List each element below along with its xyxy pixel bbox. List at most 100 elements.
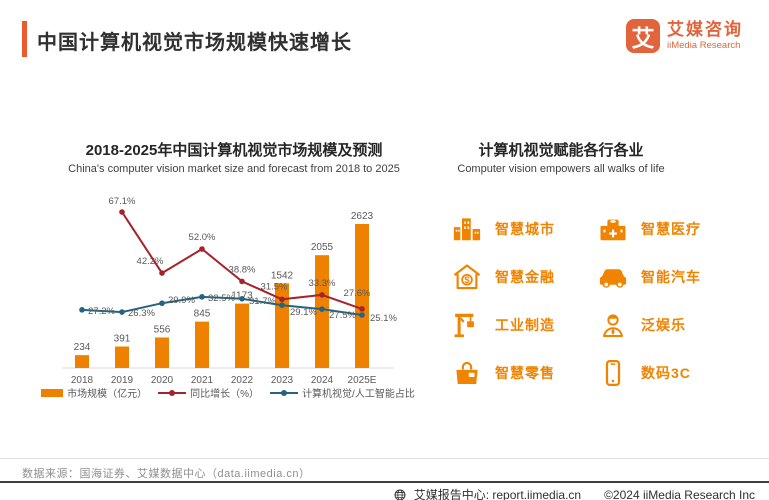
industry-label: 智慧金融 <box>495 269 555 285</box>
chart-subtitle: China's computer vision market size and … <box>68 163 400 175</box>
legend-item: 计算机视觉/人工智能占比 <box>270 385 415 400</box>
bar-value-label: 2623 <box>351 211 374 222</box>
legend-item: 市场规模（亿元） <box>41 385 147 400</box>
industry-label: 数码3C <box>641 365 691 381</box>
line-value-label: 38.8% <box>229 264 256 275</box>
industry-item: 数码3C <box>598 358 744 388</box>
data-point <box>239 278 245 285</box>
data-point <box>159 270 165 276</box>
industrial-manufacturing-icon <box>454 313 474 338</box>
data-point <box>319 292 325 298</box>
bar <box>155 337 169 368</box>
smart-car-icon <box>599 269 627 288</box>
footer-bar: 艾媒报告中心: report.iimedia.cn ©2024 iiMedia … <box>393 486 755 500</box>
page-title: 中国计算机视觉市场规模快速增长 <box>37 32 352 54</box>
chart-legend: 市场规模（亿元） 同比增长（%） 计算机视觉/人工智能占比 <box>41 385 415 400</box>
legend-item: 同比增长（%） <box>158 385 259 400</box>
chart-title: 2018-2025年中国计算机视觉市场规模及预测 <box>85 142 383 159</box>
bar-value-label: 391 <box>114 334 131 345</box>
line-value-label: 27.6% <box>344 288 371 299</box>
line-value-label: 32.5% <box>208 293 235 304</box>
x-tick-label: 2020 <box>151 375 174 386</box>
line-value-label: 31.5% <box>261 281 288 292</box>
copyright: ©2024 iiMedia Research Inc <box>604 487 755 500</box>
iimedia-logo-icon: 艾 <box>626 19 660 53</box>
industry-item: 工业制造 <box>452 310 598 340</box>
legend-line-swatch <box>270 389 299 396</box>
report-center-link: 艾媒报告中心: report.iimedia.cn <box>413 488 582 500</box>
data-point <box>119 309 125 315</box>
industry-label: 智慧零售 <box>495 365 555 381</box>
industry-item: 智能汽车 <box>598 262 744 292</box>
footer-divider <box>0 481 769 483</box>
industry-item: 智慧医疗 <box>598 214 744 244</box>
x-tick-label: 2019 <box>111 375 134 386</box>
bar <box>355 224 369 368</box>
line-value-label: 27.5% <box>329 310 356 321</box>
bar <box>195 321 209 368</box>
bar <box>115 346 129 368</box>
smart-city-icon <box>453 218 481 241</box>
bar-value-label: 1542 <box>271 270 294 281</box>
globe-icon <box>394 489 406 500</box>
bar-value-label: 2055 <box>311 242 334 253</box>
industry-item: 智慧零售 <box>452 358 598 388</box>
data-point <box>239 296 245 302</box>
industry-item: $ 智慧金融 <box>452 262 598 292</box>
industry-label: 泛娱乐 <box>641 317 686 333</box>
smart-finance-icon: $ <box>454 264 480 290</box>
logo-mark: 艾 <box>631 25 655 51</box>
data-point <box>279 296 285 303</box>
industry-label: 智慧医疗 <box>641 221 701 237</box>
bar-value-label: 234 <box>74 342 91 353</box>
legend-label: 市场规模（亿元） <box>67 389 148 400</box>
legend-label: 同比增长（%） <box>190 389 260 400</box>
line-value-label: 27.2% <box>88 306 115 317</box>
data-point <box>159 300 165 307</box>
data-point <box>359 306 365 312</box>
line-value-label: 29.1% <box>290 307 317 318</box>
legend-bar-swatch <box>41 388 64 397</box>
data-point <box>359 312 365 318</box>
legend-label: 计算机视觉/人工智能占比 <box>302 389 415 400</box>
data-point <box>199 246 205 252</box>
market-chart: 234391556845117315422055262367.1%42.2%52… <box>62 196 397 386</box>
industry-item: 泛娱乐 <box>598 310 744 340</box>
line-value-label: 67.1% <box>109 196 136 207</box>
line-value-label: 25.1% <box>370 313 397 324</box>
line-value-label: 31.7% <box>249 296 276 307</box>
x-tick-label: 2023 <box>271 375 294 386</box>
data-point <box>319 306 325 312</box>
bar-value-label: 845 <box>194 309 211 320</box>
industry-item: 智慧城市 <box>452 214 598 244</box>
title-accent-bar <box>22 21 27 57</box>
x-tick-label: 2024 <box>311 375 334 386</box>
x-tick-label: 2021 <box>191 375 214 386</box>
industries-subtitle: Computer vision empowers all walks of li… <box>457 163 665 175</box>
digital-3c-icon <box>605 360 621 386</box>
line-value-label: 52.0% <box>189 232 216 243</box>
data-point <box>119 209 125 215</box>
smart-medical-icon <box>600 219 626 241</box>
industry-label: 智能汽车 <box>641 269 701 285</box>
legend-line-swatch <box>158 389 187 396</box>
data-point <box>79 307 85 313</box>
industry-label: 工业制造 <box>495 317 555 333</box>
x-tick-label: 2025E <box>348 375 377 386</box>
bar <box>235 303 249 368</box>
brand-logo: 艾 艾媒咨询 iiMedia Research <box>626 19 743 53</box>
x-tick-label: 2018 <box>71 375 94 386</box>
x-tick-label: 2022 <box>231 375 254 386</box>
pan-entertainment-icon <box>603 314 623 337</box>
bar <box>75 355 89 368</box>
data-point <box>279 302 285 308</box>
brand-name-cn: 艾媒咨询 <box>667 19 743 39</box>
industry-label: 智慧城市 <box>495 221 555 237</box>
bar-value-label: 556 <box>154 324 171 335</box>
line-value-label: 42.2% <box>137 256 164 267</box>
line-series <box>81 295 363 316</box>
line-value-label: 33.3% <box>309 278 336 289</box>
data-point <box>199 294 205 300</box>
industries-title: 计算机视觉赋能各行各业 <box>478 142 644 159</box>
